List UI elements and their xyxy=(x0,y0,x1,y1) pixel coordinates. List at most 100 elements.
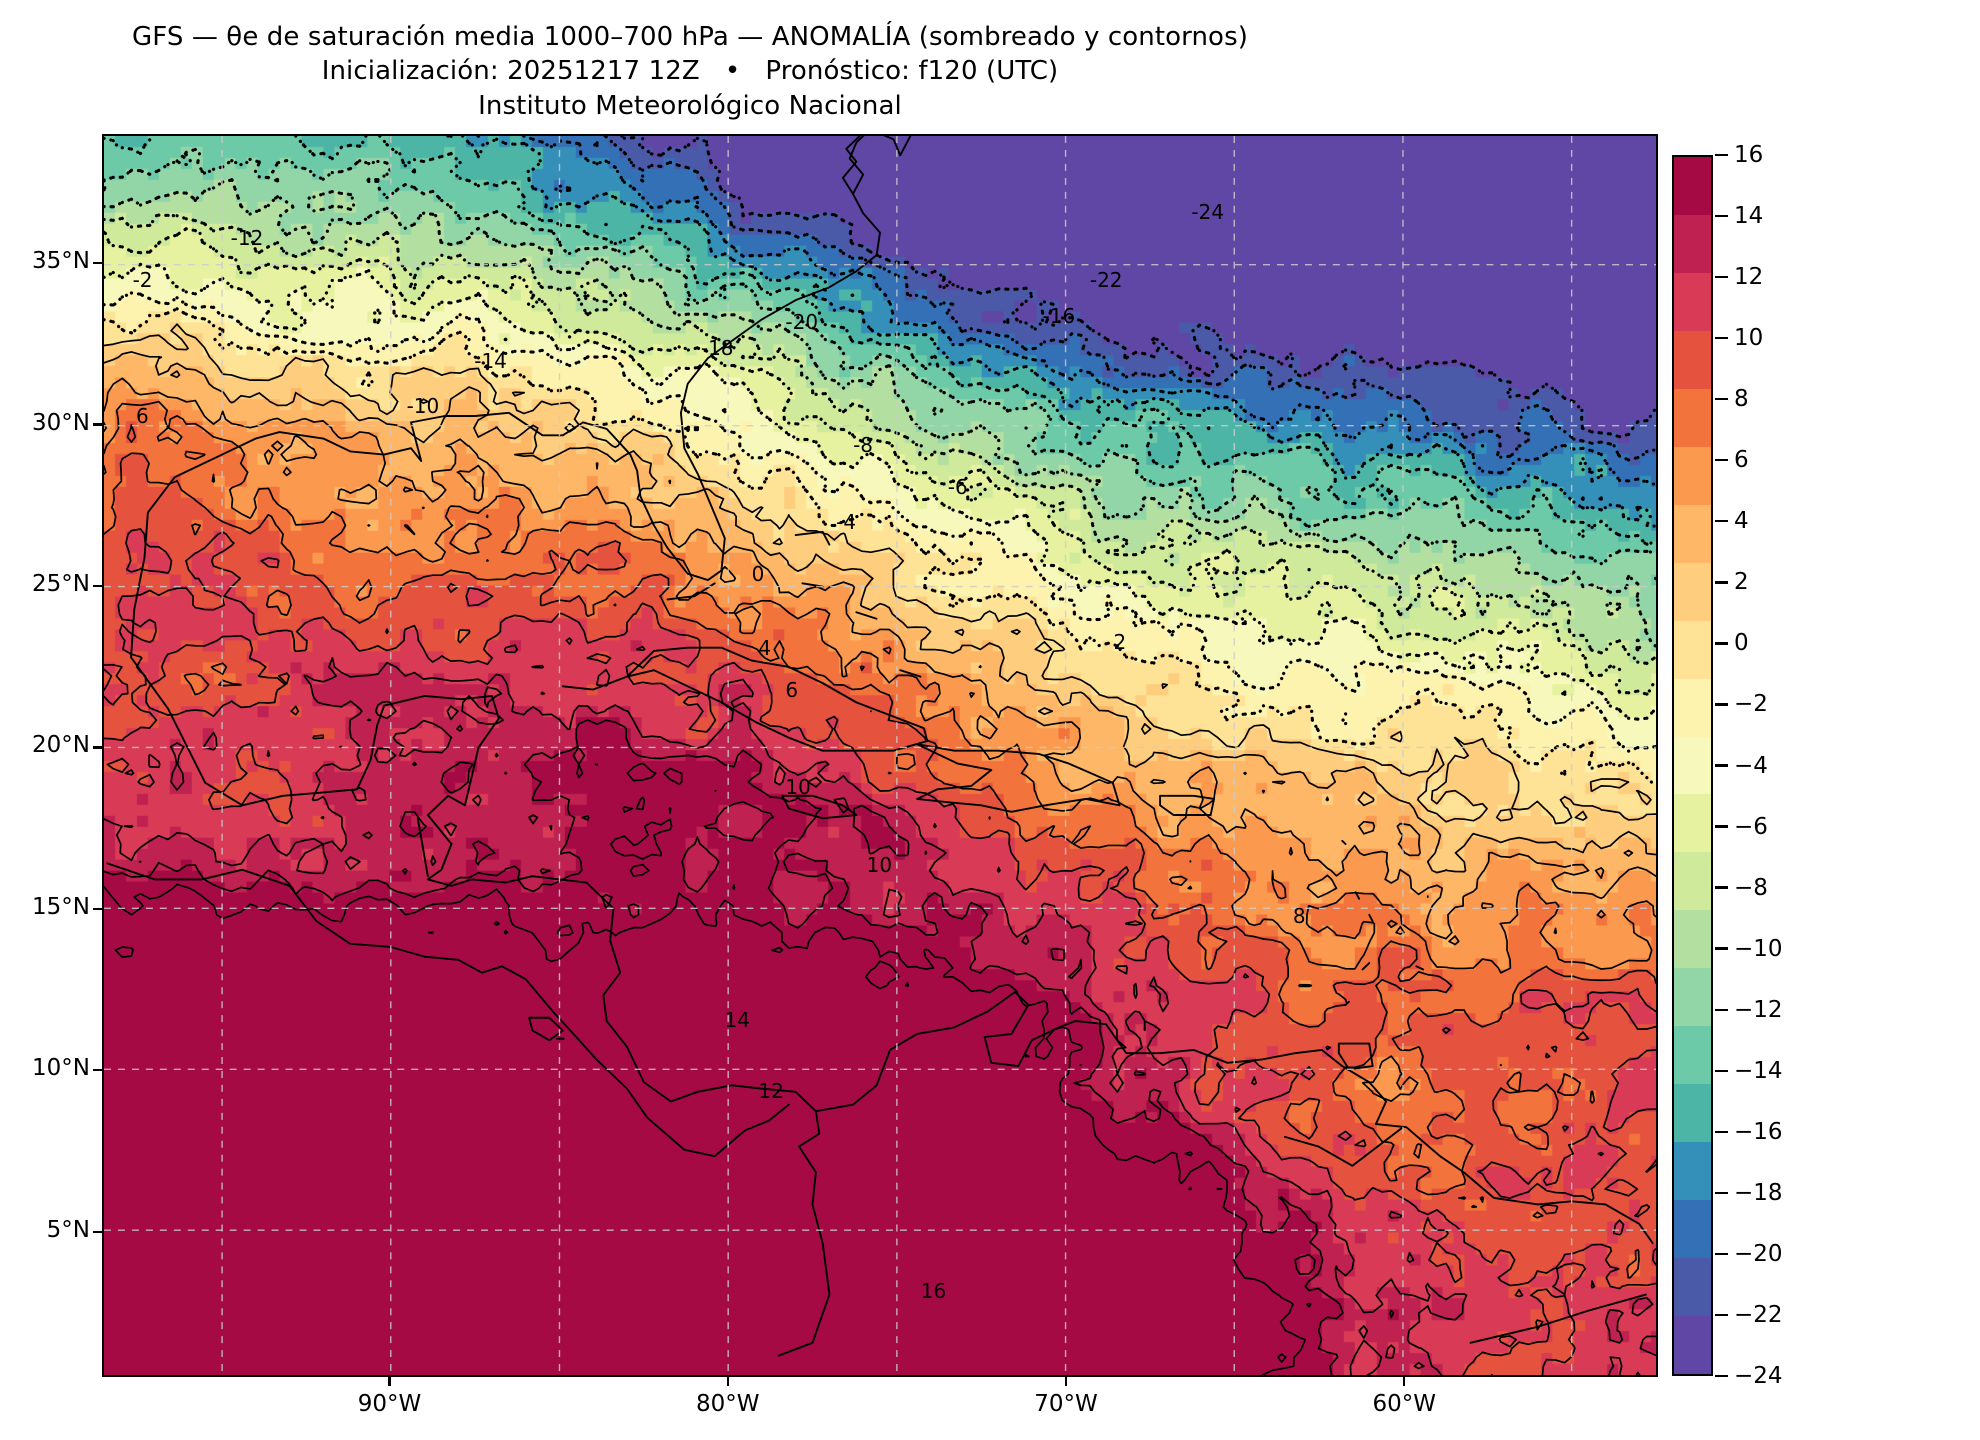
colorbar-tick xyxy=(1715,459,1728,462)
colorbar-tick-label: 4 xyxy=(1734,508,1749,535)
colorbar-band xyxy=(1674,794,1711,853)
x-tick-label: 70°W xyxy=(1034,1391,1098,1417)
colorbar-band xyxy=(1674,157,1711,215)
x-tick-mark xyxy=(1403,1377,1406,1386)
coastline xyxy=(781,794,858,820)
colorbar-band xyxy=(1674,214,1711,273)
colorbar-band xyxy=(1674,736,1711,795)
coastline xyxy=(794,530,831,546)
contour-value-label: -18 xyxy=(700,336,734,361)
y-tick-label: 20°N xyxy=(32,732,90,759)
coastline xyxy=(1469,1293,1647,1344)
colorbar-band xyxy=(1674,620,1711,679)
colorbar-band xyxy=(1674,504,1711,563)
coastline xyxy=(1368,913,1374,923)
contour-label-layer: -24 -22 -20 -18 -16 -14 -12 -10 -8 -6 -4 -2 0 2 4 6 6 8 10… xyxy=(104,136,1656,1375)
colorbar xyxy=(1672,155,1713,1376)
map-plot-area: -24 -22 -20 -18 -16 -14 -12 -10 -8 -6 -4 -2 0 2 4 6 6 8 10… xyxy=(102,134,1658,1377)
contour-value-label: -12 xyxy=(230,226,264,251)
coastline xyxy=(841,136,861,195)
contour-negative xyxy=(104,136,1656,546)
colorbar-tick-label: 6 xyxy=(1734,447,1749,474)
colorbar-band xyxy=(1674,388,1711,447)
colorbar-tick xyxy=(1715,520,1728,523)
colorbar-tick-label: −16 xyxy=(1734,1118,1783,1145)
contour-positive xyxy=(104,377,1656,946)
coastline xyxy=(814,991,1654,1244)
contour-value-label: 10 xyxy=(785,775,811,800)
colorbar-tick-label: −22 xyxy=(1734,1301,1783,1328)
contour-value-label: -20 xyxy=(785,310,819,335)
colorbar-band xyxy=(1674,562,1711,621)
colorbar-tick xyxy=(1715,581,1728,584)
coastline xyxy=(855,611,878,620)
contour-value-label: -16 xyxy=(1042,303,1076,328)
y-tick-mark xyxy=(93,584,102,588)
colorbar-tick xyxy=(1715,703,1728,706)
contour-negative xyxy=(476,136,1656,501)
coastline xyxy=(143,136,912,582)
contour-negative xyxy=(104,262,1656,721)
colorbar-tick xyxy=(1715,1008,1728,1011)
contour-value-label: 16 xyxy=(920,1278,947,1303)
contour-value-label: 2 xyxy=(1113,629,1127,654)
contour-value-label: 0 xyxy=(751,562,765,587)
colorbar-band xyxy=(1674,1316,1711,1375)
colorbar-tick xyxy=(1715,1313,1728,1317)
colorbar-tick-label: 10 xyxy=(1734,325,1764,352)
colorbar-tick-label: 8 xyxy=(1734,386,1749,413)
coastline xyxy=(1344,1000,1350,1006)
chart-title: GFS — θe de saturación media 1000–700 hP… xyxy=(132,22,1248,52)
contour-value-label: 6 xyxy=(785,678,799,703)
coastline xyxy=(1283,1126,1404,1167)
colorbar-tick xyxy=(1715,886,1728,889)
x-tick-mark xyxy=(1064,1377,1068,1386)
y-tick-mark xyxy=(93,1069,102,1072)
colorbar-tick xyxy=(1715,1130,1728,1133)
contour-value-label: 6 xyxy=(135,403,149,428)
colorbar-tick-label: 16 xyxy=(1734,142,1764,168)
contour-value-label: -22 xyxy=(1089,268,1123,293)
shaded-anomaly-field xyxy=(104,136,1656,1375)
colorbar-band xyxy=(1674,968,1711,1027)
colorbar-band xyxy=(1674,1258,1711,1317)
colorbar-tick xyxy=(1715,336,1728,340)
graticule-grid xyxy=(104,136,1656,1375)
colorbar-tick-label: −12 xyxy=(1734,996,1783,1023)
coastline xyxy=(777,1242,831,1357)
coastline xyxy=(666,582,716,601)
colorbar-tick-label: −10 xyxy=(1734,935,1783,962)
colorbar-tick xyxy=(1715,1191,1728,1195)
colorbar-tick xyxy=(1715,825,1728,828)
contour-value-label: 8 xyxy=(1292,904,1306,929)
contour-negative xyxy=(446,136,1656,528)
contour-positive xyxy=(104,637,1656,1375)
contour-positive xyxy=(104,400,1656,1102)
colorbar-tick xyxy=(1715,1252,1728,1256)
y-tick-label: 5°N xyxy=(46,1216,90,1243)
y-tick-mark xyxy=(93,1230,102,1233)
colorbar-band xyxy=(1674,1142,1711,1201)
colorbar-tick-label: 2 xyxy=(1734,569,1749,596)
contour-value-label: -10 xyxy=(406,394,440,419)
colorbar-tick-label: −14 xyxy=(1734,1057,1783,1084)
x-tick-label: 80°W xyxy=(696,1391,760,1417)
contour-value-label: 14 xyxy=(724,1007,750,1032)
coastline xyxy=(1337,1042,1374,1071)
contour-value-label: -14 xyxy=(474,349,507,373)
coastline xyxy=(1159,794,1215,816)
colorbar-band xyxy=(1674,1026,1711,1085)
colorbar-band xyxy=(1674,678,1711,737)
y-tick-label: 30°N xyxy=(32,409,90,436)
contour-negative xyxy=(104,307,1656,788)
coastline xyxy=(1415,965,1425,971)
colorbar-tick-label: −8 xyxy=(1734,874,1768,901)
contour-negative xyxy=(104,291,1656,753)
colorbar-band xyxy=(1674,272,1711,331)
colorbar-tick-label: −18 xyxy=(1734,1179,1783,1206)
coastline xyxy=(561,646,929,752)
colorbar-band xyxy=(1674,1200,1711,1259)
contour-negative xyxy=(620,136,1656,439)
coastline xyxy=(899,669,922,678)
colorbar-tick-label: 0 xyxy=(1734,630,1749,657)
